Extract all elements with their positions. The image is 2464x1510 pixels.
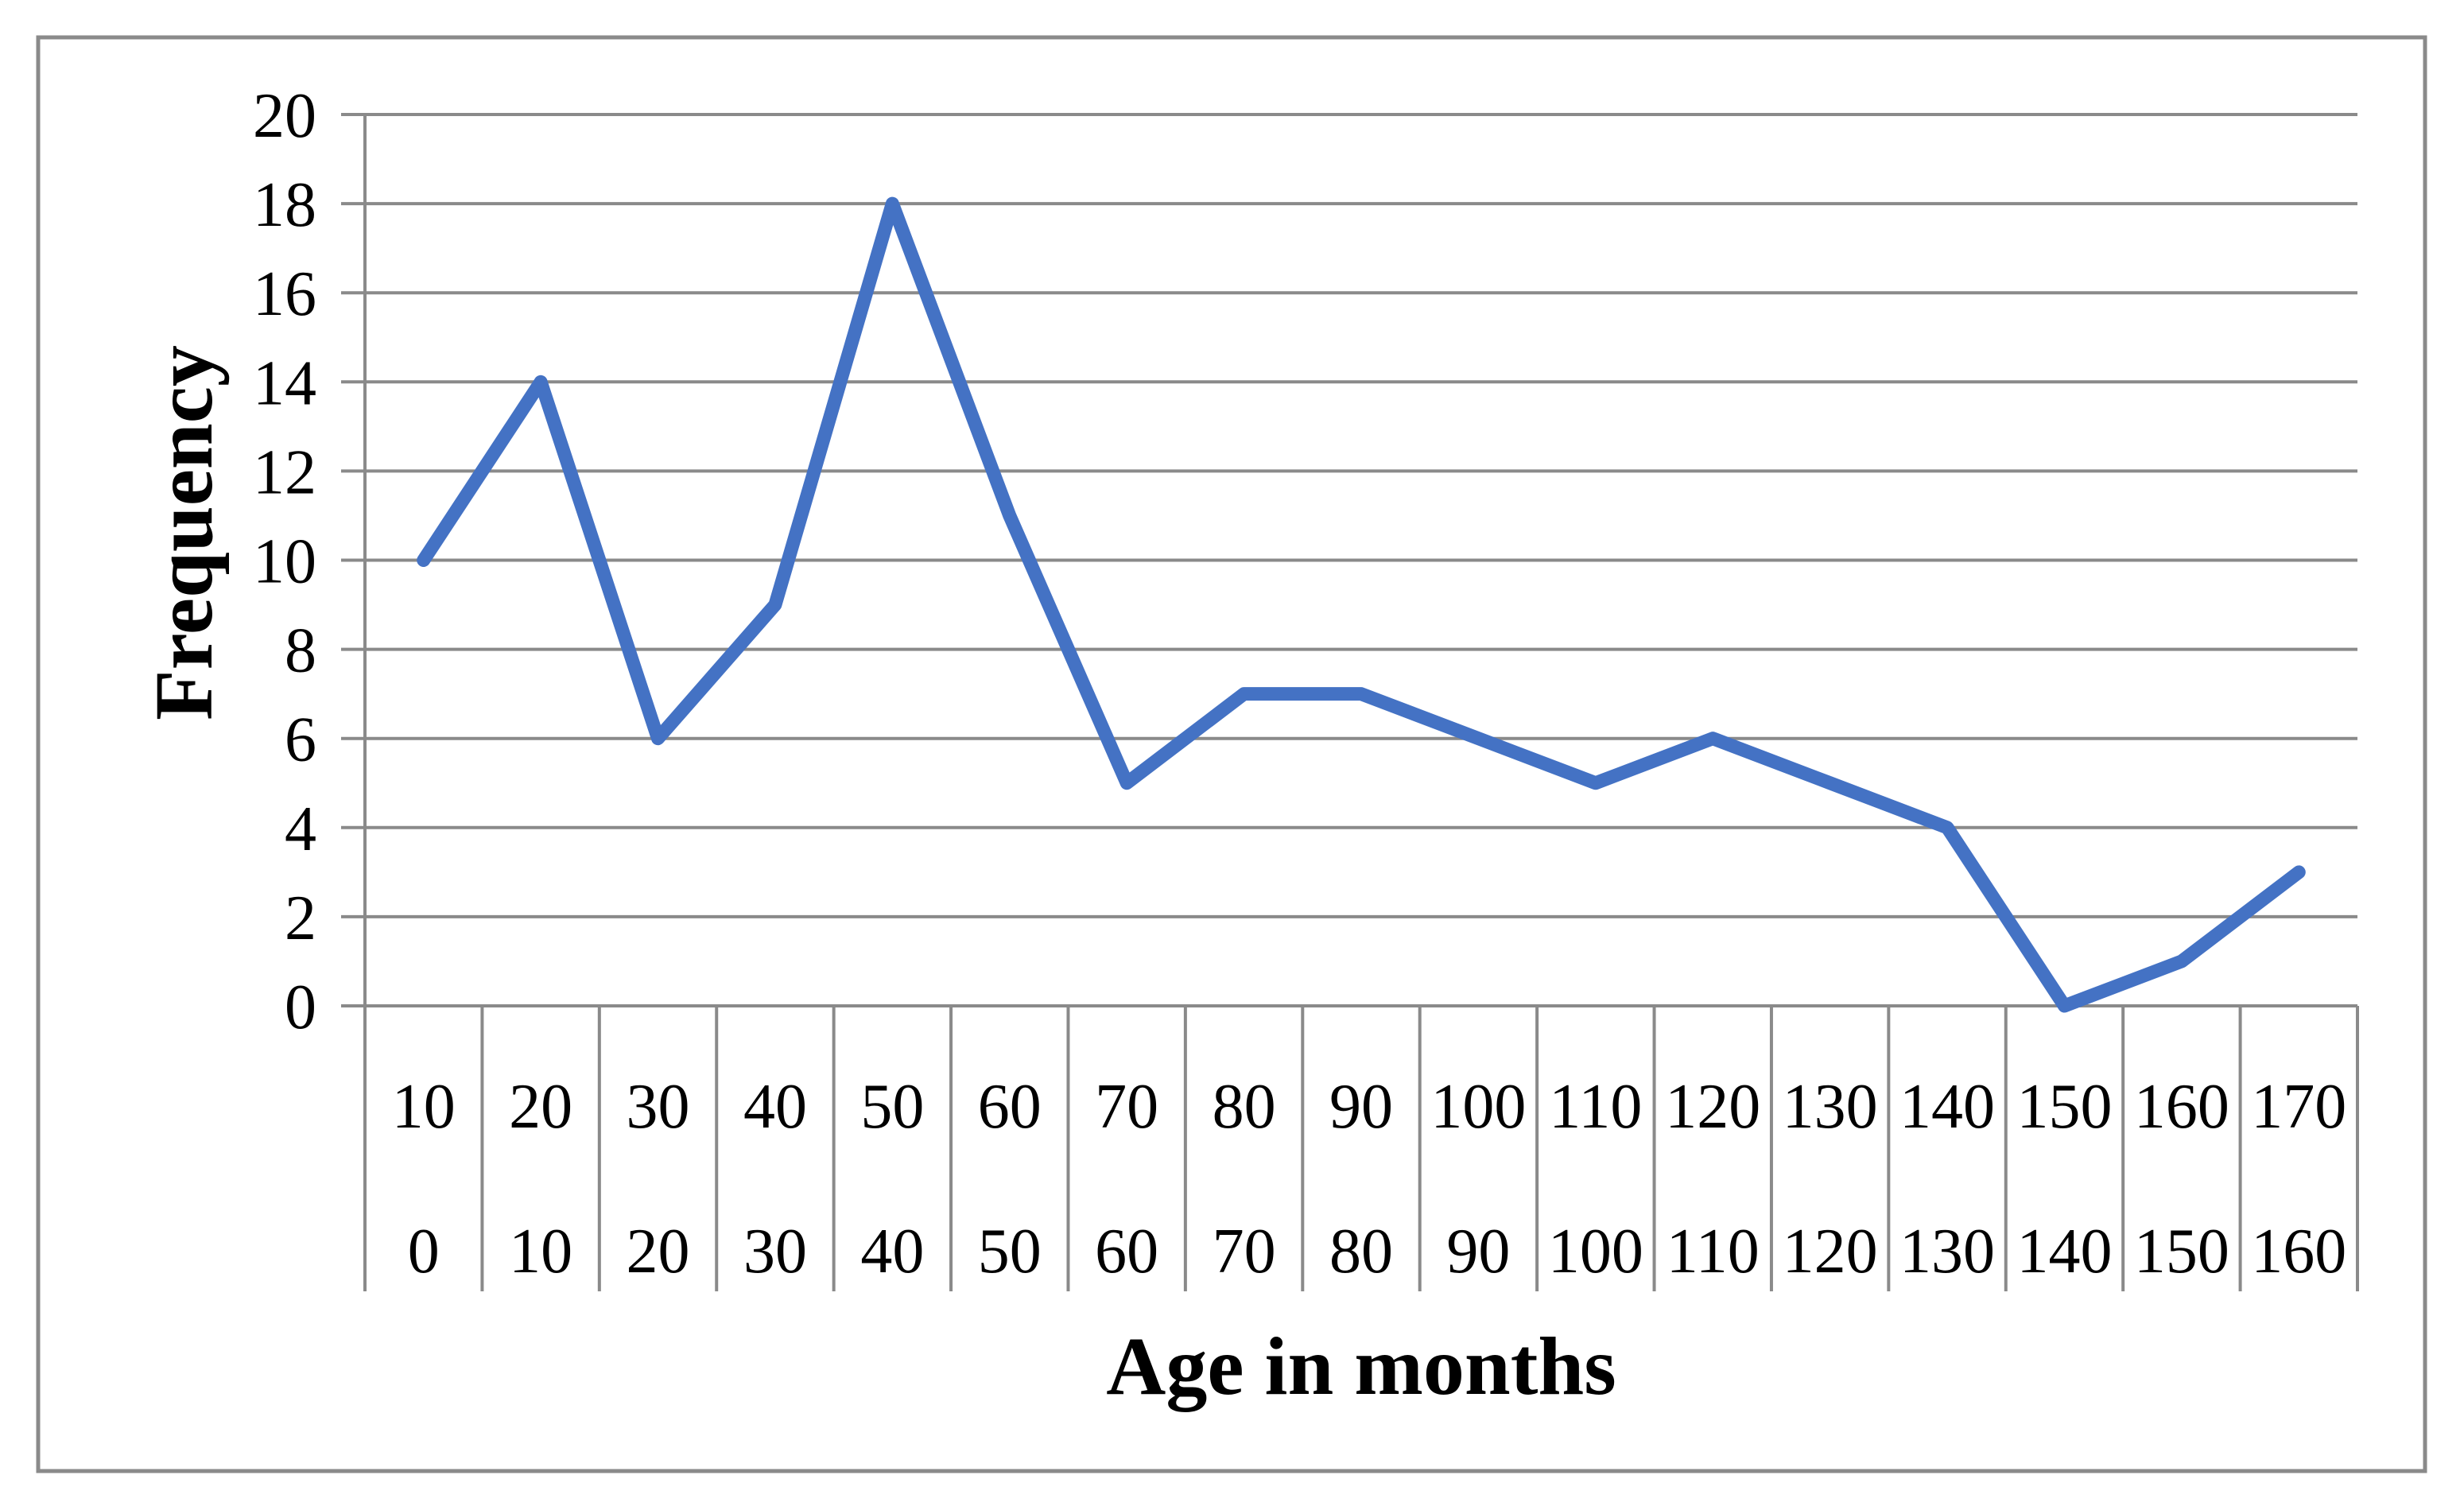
gridlines bbox=[341, 113, 2357, 1007]
x-tick-label-lower: 30 bbox=[743, 1217, 807, 1287]
x-tick-label-upper: 20 bbox=[509, 1072, 572, 1142]
x-tick-label-lower: 100 bbox=[1548, 1217, 1643, 1287]
x-tick-label-upper: 100 bbox=[1430, 1072, 1526, 1142]
x-tick-label-lower: 130 bbox=[1899, 1217, 1995, 1287]
y-tick-label-12: 12 bbox=[253, 437, 316, 507]
x-tick-label-lower: 20 bbox=[627, 1217, 690, 1287]
y-tick-label-2: 2 bbox=[285, 883, 316, 953]
y-tick-label-0: 0 bbox=[285, 972, 316, 1042]
x-tick-label-upper: 170 bbox=[2251, 1072, 2346, 1142]
x-tick-label-lower: 110 bbox=[1667, 1217, 1760, 1287]
x-tick-label-upper: 40 bbox=[743, 1072, 807, 1142]
y-tick-label-6: 6 bbox=[285, 705, 316, 775]
x-tick-label-upper: 130 bbox=[1783, 1072, 1878, 1142]
x-tick-label-lower: 60 bbox=[1095, 1217, 1158, 1287]
y-tick-label-4: 4 bbox=[285, 794, 316, 864]
x-tick-labels-lower-row: 0 10 20 30 40 50 60 70 80 90 100 110 120 130 140 150 160 bbox=[408, 1217, 2347, 1287]
y-tick-label-14: 14 bbox=[253, 348, 316, 418]
y-axis-title: Frequency bbox=[138, 345, 230, 720]
y-tick-label-8: 8 bbox=[285, 616, 316, 686]
y-tick-label-16: 16 bbox=[253, 259, 316, 329]
x-tick-label-upper: 90 bbox=[1329, 1072, 1393, 1142]
x-tick-label-upper: 30 bbox=[627, 1072, 690, 1142]
x-tick-label-lower: 160 bbox=[2251, 1217, 2346, 1287]
x-tick-label-lower: 120 bbox=[1783, 1217, 1878, 1287]
x-tick-label-lower: 10 bbox=[509, 1217, 572, 1287]
y-tick-labels: 0 2 4 6 8 10 12 14 16 18 20 bbox=[253, 81, 316, 1042]
x-tick-label-lower: 70 bbox=[1213, 1217, 1276, 1287]
y-tick-label-20: 20 bbox=[253, 81, 316, 151]
y-tick-label-18: 18 bbox=[253, 170, 316, 240]
x-tick-label-upper: 70 bbox=[1095, 1072, 1158, 1142]
x-tick-label-lower: 0 bbox=[408, 1217, 440, 1287]
frequency-line bbox=[417, 196, 2306, 1013]
x-tick-label-lower: 90 bbox=[1446, 1217, 1510, 1287]
x-tick-label-lower: 150 bbox=[2134, 1217, 2229, 1287]
x-tick-label-lower: 80 bbox=[1329, 1217, 1393, 1287]
y-tick-label-10: 10 bbox=[253, 527, 316, 597]
x-tick-label-upper: 80 bbox=[1213, 1072, 1276, 1142]
figure-border bbox=[36, 35, 2427, 1473]
x-tick-label-upper: 150 bbox=[2016, 1072, 2112, 1142]
x-tick-labels-upper-row: 10 20 30 40 50 60 70 80 90 100 110 120 130 140 150 160 1… bbox=[392, 1072, 2347, 1142]
x-tick-label-lower: 50 bbox=[978, 1217, 1042, 1287]
x-tick-label-upper: 120 bbox=[1665, 1072, 1760, 1142]
x-tick-label-upper: 10 bbox=[392, 1072, 456, 1142]
x-tick-label-upper: 140 bbox=[1899, 1072, 1995, 1142]
x-tick-label-lower: 140 bbox=[2016, 1217, 2112, 1287]
frequency-series bbox=[417, 196, 2306, 1013]
x-axis-column-separators bbox=[363, 115, 2359, 1291]
x-axis-title: Age in months bbox=[1106, 1321, 1616, 1412]
x-tick-label-upper: 110 bbox=[1549, 1072, 1642, 1142]
x-tick-label-lower: 40 bbox=[860, 1217, 924, 1287]
x-tick-label-upper: 50 bbox=[860, 1072, 924, 1142]
x-tick-label-upper: 60 bbox=[978, 1072, 1042, 1142]
x-tick-label-upper: 160 bbox=[2134, 1072, 2229, 1142]
